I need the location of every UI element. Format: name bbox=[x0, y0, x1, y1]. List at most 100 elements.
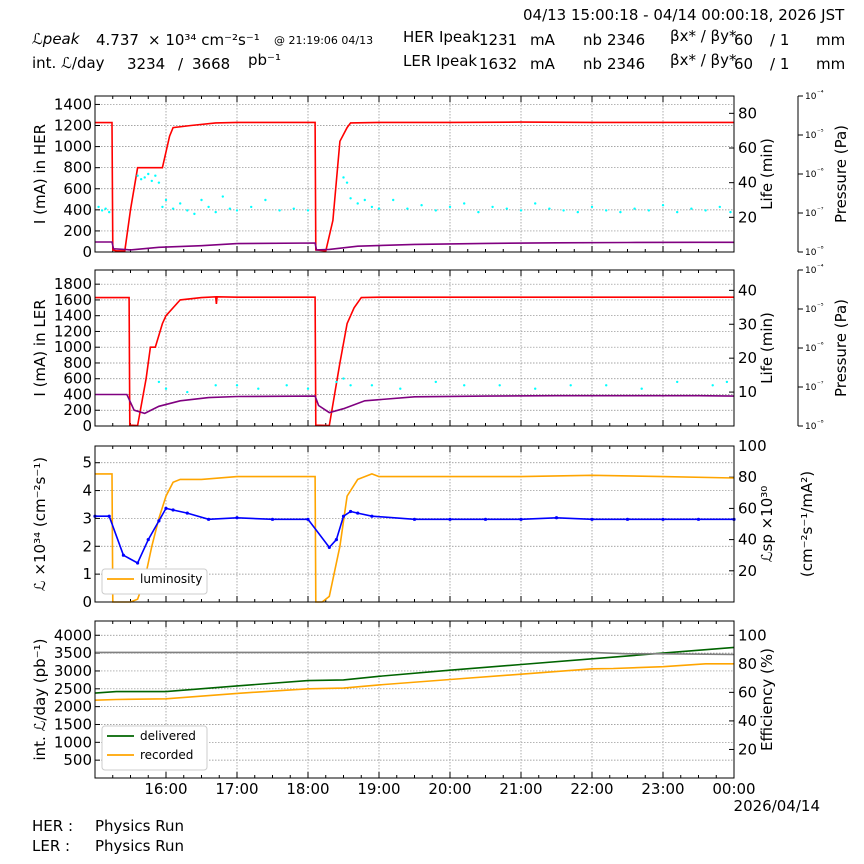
y-tick-label: 1400 bbox=[54, 307, 92, 325]
pressure-tick-exponent: ⁻⁶ bbox=[817, 167, 824, 175]
lifetime-point bbox=[342, 176, 345, 179]
ler-ipeak-unit: mA bbox=[530, 55, 555, 73]
y-tick-label: 0 bbox=[82, 243, 92, 261]
lifetime-point bbox=[164, 387, 168, 390]
lifetime-point bbox=[498, 384, 501, 387]
lifetime-point bbox=[534, 202, 537, 205]
her-ipeak-label: HER Ipeak bbox=[403, 28, 480, 46]
lifetime-point bbox=[448, 205, 452, 209]
y-tick-label: 1200 bbox=[54, 117, 92, 135]
lifetime-point bbox=[257, 387, 260, 390]
y-tick-label: 2 bbox=[82, 537, 92, 555]
lifetime-point bbox=[161, 205, 164, 209]
lifetime-point bbox=[605, 209, 608, 212]
lifetime-point bbox=[214, 210, 217, 214]
x-tick-label: 23:00 bbox=[641, 780, 684, 798]
lifetime-point bbox=[718, 205, 721, 209]
her-beta-x: 60 bbox=[734, 31, 754, 49]
lifetime-point bbox=[171, 207, 175, 210]
pressure-line bbox=[95, 241, 734, 251]
lifetime-point bbox=[342, 377, 345, 380]
her-status-label: HER : bbox=[32, 817, 74, 835]
pressure-tick-label: 10 bbox=[805, 305, 817, 315]
her-ipeak-value: 1231 bbox=[479, 31, 518, 49]
pressure-line bbox=[95, 393, 735, 415]
y3-axis-title: Pressure (Pa) bbox=[832, 299, 850, 397]
y-tick-label: 1600 bbox=[54, 291, 92, 309]
lifetime-point bbox=[690, 207, 693, 210]
lifetime-point bbox=[370, 205, 374, 209]
y-tick-label: 400 bbox=[63, 201, 92, 219]
lifetime-point bbox=[729, 210, 732, 214]
pressure-tick-label: 10 bbox=[805, 248, 817, 258]
lifetime-point bbox=[463, 202, 466, 205]
delivered-line bbox=[94, 646, 735, 694]
y2-tick-label: 80 bbox=[738, 655, 757, 673]
lifetime-point bbox=[534, 387, 537, 390]
lifetime-point bbox=[605, 384, 608, 387]
lifetime-point bbox=[704, 209, 707, 212]
y2-tick-label: 20 bbox=[738, 740, 757, 758]
y-tick-label: 200 bbox=[63, 222, 92, 240]
y3-axis-title: (cm⁻²s⁻¹/mA²) bbox=[798, 471, 816, 577]
specific_luminosity-line bbox=[95, 507, 734, 565]
lifetime-point bbox=[562, 209, 565, 212]
x-tick-label: 00:00 bbox=[712, 780, 755, 798]
lifetime-point bbox=[711, 384, 714, 387]
lifetime-point bbox=[154, 174, 157, 177]
y2-tick-label: 60 bbox=[738, 499, 757, 517]
y-tick-label: 2000 bbox=[54, 698, 92, 716]
lifetime-point bbox=[356, 202, 359, 205]
lifetime-point bbox=[590, 205, 594, 209]
y-axis-title: ℒ ×10³⁴ (cm⁻²s⁻¹) bbox=[31, 457, 49, 591]
panel-ler bbox=[94, 269, 803, 427]
lifetime-point bbox=[633, 207, 636, 210]
pressure-tick-label: 10 bbox=[805, 131, 817, 141]
lifetime-point bbox=[349, 197, 352, 200]
lifetime-point bbox=[164, 198, 168, 202]
pressure-tick-label: 10 bbox=[805, 266, 817, 276]
y-tick-label: 400 bbox=[63, 385, 92, 403]
lifetime-point bbox=[519, 209, 523, 212]
y3-axis-title: Pressure (Pa) bbox=[832, 125, 850, 223]
legend-label: luminosity bbox=[140, 572, 202, 586]
lifetime-point bbox=[548, 207, 551, 210]
current-line bbox=[95, 295, 734, 427]
panel-luminosity bbox=[93, 445, 736, 603]
y-tick-label: 1000 bbox=[54, 138, 92, 156]
y-axis-title: int. ℒ/day (pb⁻¹) bbox=[31, 639, 49, 761]
panel-integrated bbox=[94, 620, 735, 779]
y-tick-label: 1200 bbox=[54, 322, 92, 340]
lifetime-point bbox=[214, 384, 217, 387]
y-tick-label: 600 bbox=[63, 180, 92, 198]
pressure-tick-label: 10 bbox=[805, 383, 817, 393]
lifetime-point bbox=[363, 198, 366, 202]
y-axis-title: I (mA) in HER bbox=[31, 124, 49, 224]
her-beta-label: βx* / βy* bbox=[670, 27, 737, 45]
legend-label: delivered bbox=[140, 729, 196, 743]
x-tick-label: 20:00 bbox=[428, 780, 471, 798]
lifetime-point bbox=[434, 209, 437, 212]
y2-tick-label: 40 bbox=[738, 531, 757, 549]
lifetime-point bbox=[463, 384, 466, 387]
ler-status-label: LER : bbox=[32, 837, 71, 855]
int-lumi-unit: pb⁻¹ bbox=[248, 51, 281, 69]
lifetime-point bbox=[285, 384, 288, 387]
lifetime-point bbox=[221, 195, 224, 198]
pressure-tick-exponent: ⁻⁸ bbox=[817, 245, 824, 253]
y2-tick-label: 60 bbox=[738, 683, 757, 701]
lpeak-unit: × 10³⁴ cm⁻²s⁻¹ bbox=[148, 31, 260, 49]
ler-ipeak-label: LER Ipeak bbox=[403, 52, 478, 70]
plot-frame bbox=[94, 620, 735, 779]
lifetime-point bbox=[306, 387, 310, 390]
lifetime-point bbox=[292, 207, 295, 210]
int-lumi-delivered: 3668 bbox=[192, 55, 231, 73]
pressure-tick-exponent: ⁻⁶ bbox=[817, 341, 824, 349]
lifetime-point bbox=[193, 212, 196, 216]
y-tick-label: 500 bbox=[63, 751, 92, 769]
lifetime-point bbox=[647, 209, 650, 212]
y2-tick-label: 20 bbox=[738, 562, 757, 580]
lifetime-point bbox=[179, 202, 182, 205]
y-tick-label: 2500 bbox=[54, 680, 92, 698]
lifetime-point bbox=[278, 209, 281, 212]
